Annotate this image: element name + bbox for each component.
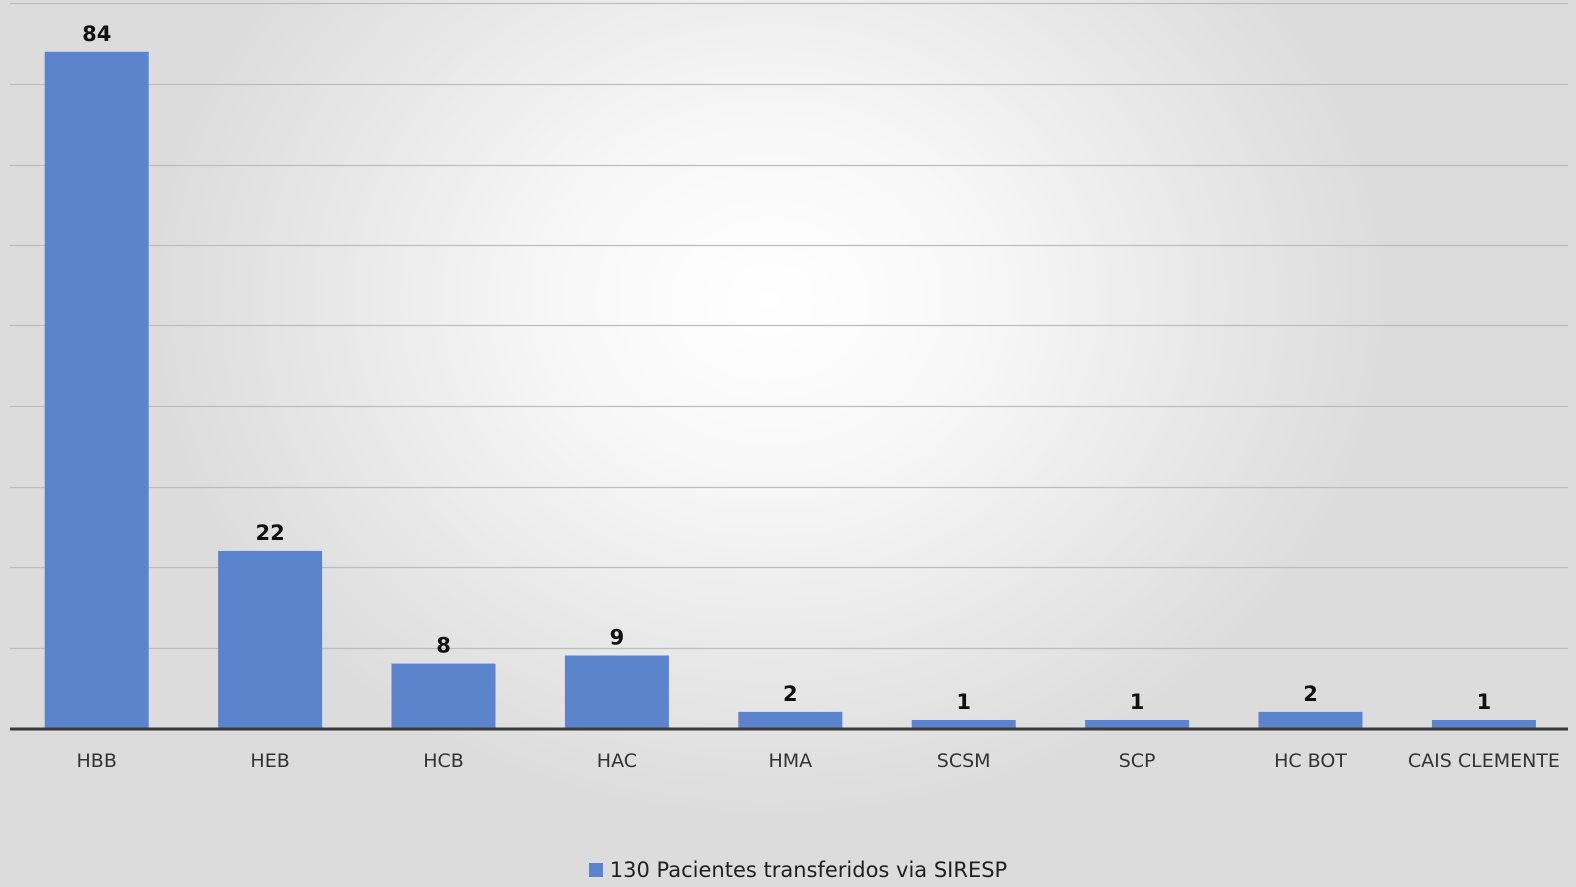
x-tick-label: HCB <box>423 750 464 772</box>
x-tick-label: CAIS CLEMENTE <box>1408 750 1560 772</box>
bar-hac <box>564 655 669 728</box>
data-label: 84 <box>82 22 111 46</box>
data-label: 22 <box>255 521 284 545</box>
bar-heb <box>218 550 323 728</box>
data-label: 1 <box>1477 690 1492 714</box>
bar-hcb <box>391 663 496 728</box>
bar-hc-bot <box>1258 711 1363 728</box>
data-label: 2 <box>1303 682 1318 706</box>
data-label: 1 <box>956 690 971 714</box>
data-label: 9 <box>610 626 625 650</box>
bar-hma <box>738 711 843 728</box>
x-tick-label: HBB <box>77 750 117 772</box>
x-tick-label: HEB <box>250 750 289 772</box>
bar-cais-clemente <box>1431 720 1536 728</box>
data-label: 8 <box>436 634 451 658</box>
x-tick-label: HAC <box>597 750 637 772</box>
legend-label: 130 Pacientes transferidos via SIRESP <box>609 858 1008 882</box>
x-tick-label: HMA <box>768 750 812 772</box>
data-label: 1 <box>1130 690 1145 714</box>
chart-legend: 130 Pacientes transferidos via SIRESP <box>0 856 1576 884</box>
legend-entry: 130 Pacientes transferidos via SIRESP <box>588 858 1008 882</box>
bar-hbb <box>44 51 149 729</box>
bar-scsm <box>911 720 1016 728</box>
chart-plot-area: 84 HBB 22 HEB 8 HCB 9 HAC 2 HMA 1 SCSM 1 SCP 2 HC BOT 1 C… <box>10 2 1568 772</box>
x-tick-label: HC BOT <box>1274 750 1347 772</box>
data-label: 2 <box>783 682 798 706</box>
bar-scp <box>1085 720 1190 728</box>
legend-swatch <box>588 863 603 877</box>
x-tick-label: SCSM <box>937 750 991 772</box>
x-tick-label: SCP <box>1119 750 1156 772</box>
